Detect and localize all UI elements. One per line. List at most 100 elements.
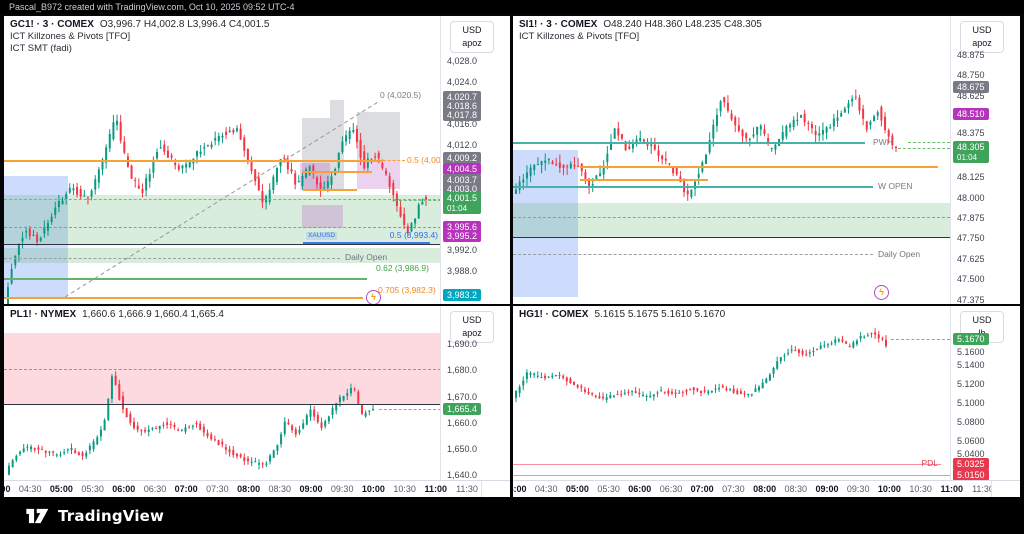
- time-label: 11:00: [424, 484, 448, 494]
- currency-unit: USD: [972, 25, 992, 35]
- price-badge-mag: 3,995.2: [443, 230, 482, 242]
- time-label: 04:30: [534, 484, 558, 494]
- price-line-greend: [891, 339, 950, 340]
- price-line-orange: [580, 179, 708, 181]
- price-line-dark: [4, 244, 441, 245]
- tradingview-mark-icon: [26, 508, 49, 524]
- pl-plot-area[interactable]: [4, 306, 441, 480]
- price-line-label: 0.705 (3,982.3): [378, 285, 436, 295]
- unit-box: USD apoz: [450, 21, 494, 53]
- price-badge-gray: 4,017.8: [443, 109, 482, 121]
- price-line-label: 0.5 (4,008.8): [407, 155, 456, 165]
- price-badge-grn: 48.305 01:04: [953, 141, 989, 163]
- time-axis-right[interactable]: 04:00 04:30 05:00 05:30 06:00 06:30 07:00 07:30…: [513, 480, 1020, 498]
- indicator-label[interactable]: ICT Killzones & Pivots [TFO]: [10, 31, 131, 42]
- price-tick: 1,670.0: [447, 392, 478, 402]
- gc-plot-area[interactable]: 0 (4,020.5) 0.5 (4,008.8) 0.5 (3,993.4) XAU…: [4, 16, 455, 304]
- symbol-title[interactable]: PL1! · NYMEX: [10, 309, 77, 320]
- price-tick: 5.1400: [957, 360, 985, 370]
- indicator-label[interactable]: ICT Killzones & Pivots [TFO]: [519, 31, 640, 42]
- time-label: 09:00: [815, 484, 839, 494]
- hg-plot-area[interactable]: PDL: [513, 306, 951, 480]
- price-tick: 48.750: [957, 70, 985, 80]
- hg-legend: HG1! · COMEX 5.1615 5.1675 5.1610 5.1670: [519, 309, 725, 320]
- session-box: [330, 100, 344, 190]
- price-tick: 48.125: [957, 172, 985, 182]
- time-label: 10:30: [909, 484, 932, 494]
- time-label: 06:30: [659, 484, 683, 494]
- ohlc-values: 1,660.6 1,666.9 1,660.4 1,665.4: [82, 309, 224, 320]
- price-line-label: W OPEN: [878, 181, 913, 191]
- price-badge-gray: 4,009.2: [443, 152, 482, 164]
- price-line-orange: [302, 171, 372, 173]
- price-tick: 4,024.0: [447, 77, 478, 87]
- price-tick: 5.1600: [957, 347, 985, 357]
- symbol-title[interactable]: HG1! · COMEX: [519, 309, 589, 320]
- time-label: 07:30: [722, 484, 745, 494]
- price-line-greend: [379, 409, 441, 410]
- ohlc-values: O48.240 H48.360 L48.235 C48.305: [603, 19, 762, 30]
- time-label: 06:00: [628, 484, 652, 494]
- lightning-icon[interactable]: ϟ: [366, 290, 381, 304]
- time-axis-left[interactable]: 04:00 04:30 05:00 05:30 06:00 06:30 07:00 07:30…: [4, 480, 510, 498]
- time-label: 07:00: [174, 484, 198, 494]
- price-line-orange: [4, 160, 383, 162]
- indicator-label[interactable]: ICT SMT (fadi): [10, 43, 72, 54]
- price-tick: 5.1000: [957, 398, 985, 408]
- time-label: 08:00: [753, 484, 777, 494]
- si-candles: [515, 89, 897, 201]
- price-tick: 48.375: [957, 128, 985, 138]
- gc-price-axis[interactable]: USD apoz 4,028.0 4,024.0 4,016.0 4,012.0 3,9…: [440, 16, 510, 304]
- time-label: 07:00: [690, 484, 714, 494]
- time-label: 04:00: [4, 484, 11, 494]
- price-badge-teal: 3,983.2: [443, 289, 482, 301]
- time-label: 11:30: [972, 484, 994, 494]
- time-label: 10:00: [361, 484, 385, 494]
- price-line-teal: [513, 186, 873, 188]
- time-label: 05:00: [565, 484, 589, 494]
- lightning-icon[interactable]: ϟ: [874, 285, 889, 300]
- time-label: 07:30: [206, 484, 229, 494]
- price-line-olived: [513, 217, 950, 218]
- price-tick: 5.0600: [957, 436, 985, 446]
- hg-price-axis[interactable]: USD lb 5.16005.14005.12005.10005.08005.0…: [950, 306, 1020, 480]
- time-label: 05:00: [49, 484, 73, 494]
- price-tick: 1,650.0: [447, 444, 478, 454]
- weight-unit: apoz: [462, 328, 482, 338]
- time-label: 11:00: [940, 484, 964, 494]
- price-badge-mag: 4,004.5: [443, 163, 482, 175]
- price-tick: 47.375: [957, 295, 985, 304]
- pivot-zone-band: [513, 203, 950, 237]
- si-plot-area[interactable]: PWH W OPEN Daily Open ϟ: [513, 16, 951, 304]
- snapshot-attribution: Pascal_B972 created with TradingView.com…: [0, 0, 1024, 14]
- ohlc-values: 5.1615 5.1675 5.1610 5.1670: [594, 309, 726, 320]
- symbol-title[interactable]: GC1! · 3 · COMEX: [10, 19, 94, 30]
- time-label: 08:30: [268, 484, 292, 494]
- si-price-axis[interactable]: USD apoz 48.875 48.750 48.625 48.375 48.125 4…: [950, 16, 1020, 304]
- price-line-dark: [513, 237, 950, 238]
- price-line-teal: [513, 142, 865, 144]
- price-line-pink: [513, 464, 941, 465]
- price-tick: 47.625: [957, 254, 985, 264]
- price-tick: 47.875: [957, 213, 985, 223]
- unit-box: USD apoz: [450, 311, 494, 343]
- price-badge-gray: 48.675: [953, 81, 989, 93]
- price-tick: 1,690.0: [447, 339, 478, 349]
- brand-name: TradingView: [58, 507, 165, 525]
- price-line-dark: [4, 404, 441, 405]
- footer-bar: TradingView: [0, 497, 1024, 534]
- price-line-label: XAUUSD: [306, 232, 338, 240]
- symbol-title[interactable]: SI1! · 3 · COMEX: [519, 19, 598, 30]
- time-label: 10:00: [877, 484, 901, 494]
- si-legend: SI1! · 3 · COMEX O48.240 H48.360 L48.235 …: [519, 19, 762, 42]
- tradingview-logo[interactable]: TradingView: [26, 505, 164, 527]
- time-label: 05:30: [81, 484, 104, 494]
- time-label: 05:30: [597, 484, 620, 494]
- chart-panel-hg: PDL USD lb 5.16005.14005.12005.10005.080…: [513, 306, 1020, 480]
- axis-corner: [991, 481, 1020, 498]
- pl-price-axis[interactable]: USD apoz 1,690.0 1,680.0 1,670.0 1,660.0 1,6…: [440, 306, 510, 480]
- hg-candles: [515, 328, 887, 403]
- time-label: 04:30: [18, 484, 42, 494]
- price-tick: 4,028.0: [447, 56, 478, 66]
- price-tick: 48.625: [957, 91, 985, 101]
